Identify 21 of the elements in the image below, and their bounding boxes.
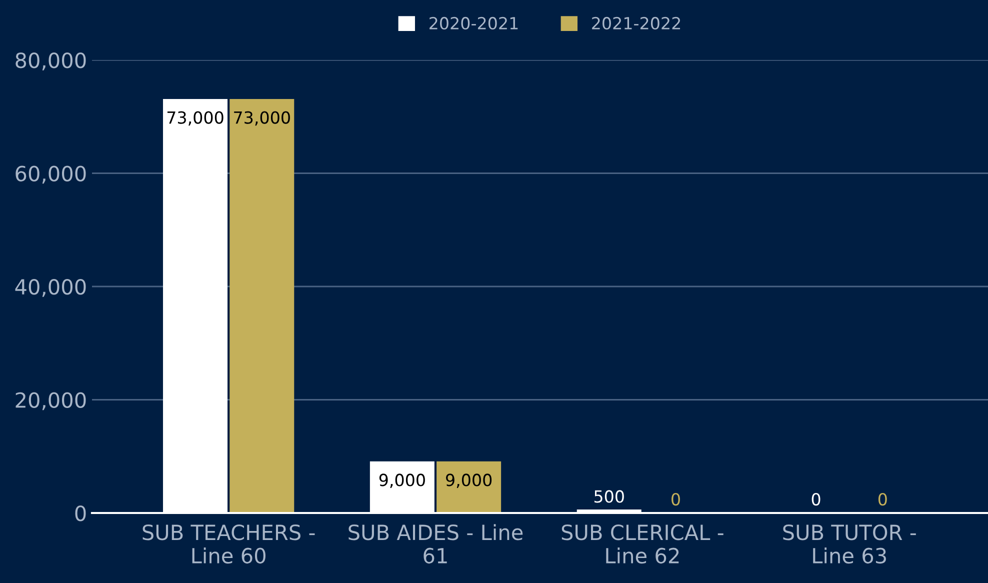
y-tick-label: 80,000 [16,52,86,70]
legend-label: 2021-2022 [592,16,680,30]
bar [230,98,294,513]
data-label: 9,000 [446,474,492,488]
data-label: 500 [594,490,624,503]
x-tick-label: SUB AIDES - Line 61 [348,524,523,564]
legend-label: 2020-2021 [430,16,518,30]
y-tick-label: 20,000 [16,392,86,410]
x-tick-label: SUB CLERICAL - Line 62 [562,524,724,564]
y-tick-label: 40,000 [15,278,86,297]
data-label: 0 [812,492,820,506]
y-tick-label: 0 [75,505,86,522]
x-tick-label: SUB TUTOR - Line 63 [783,524,916,564]
x-tick-label: SUB TEACHERS - Line 60 [142,524,315,564]
data-label: 9,000 [379,474,425,488]
y-tick-label: 60,000 [16,166,86,184]
data-label: 0 [878,492,887,506]
data-label: 73,000 [167,111,224,126]
bar [436,461,502,513]
data-label: 73,000 [234,111,290,126]
data-label: 0 [672,492,680,506]
